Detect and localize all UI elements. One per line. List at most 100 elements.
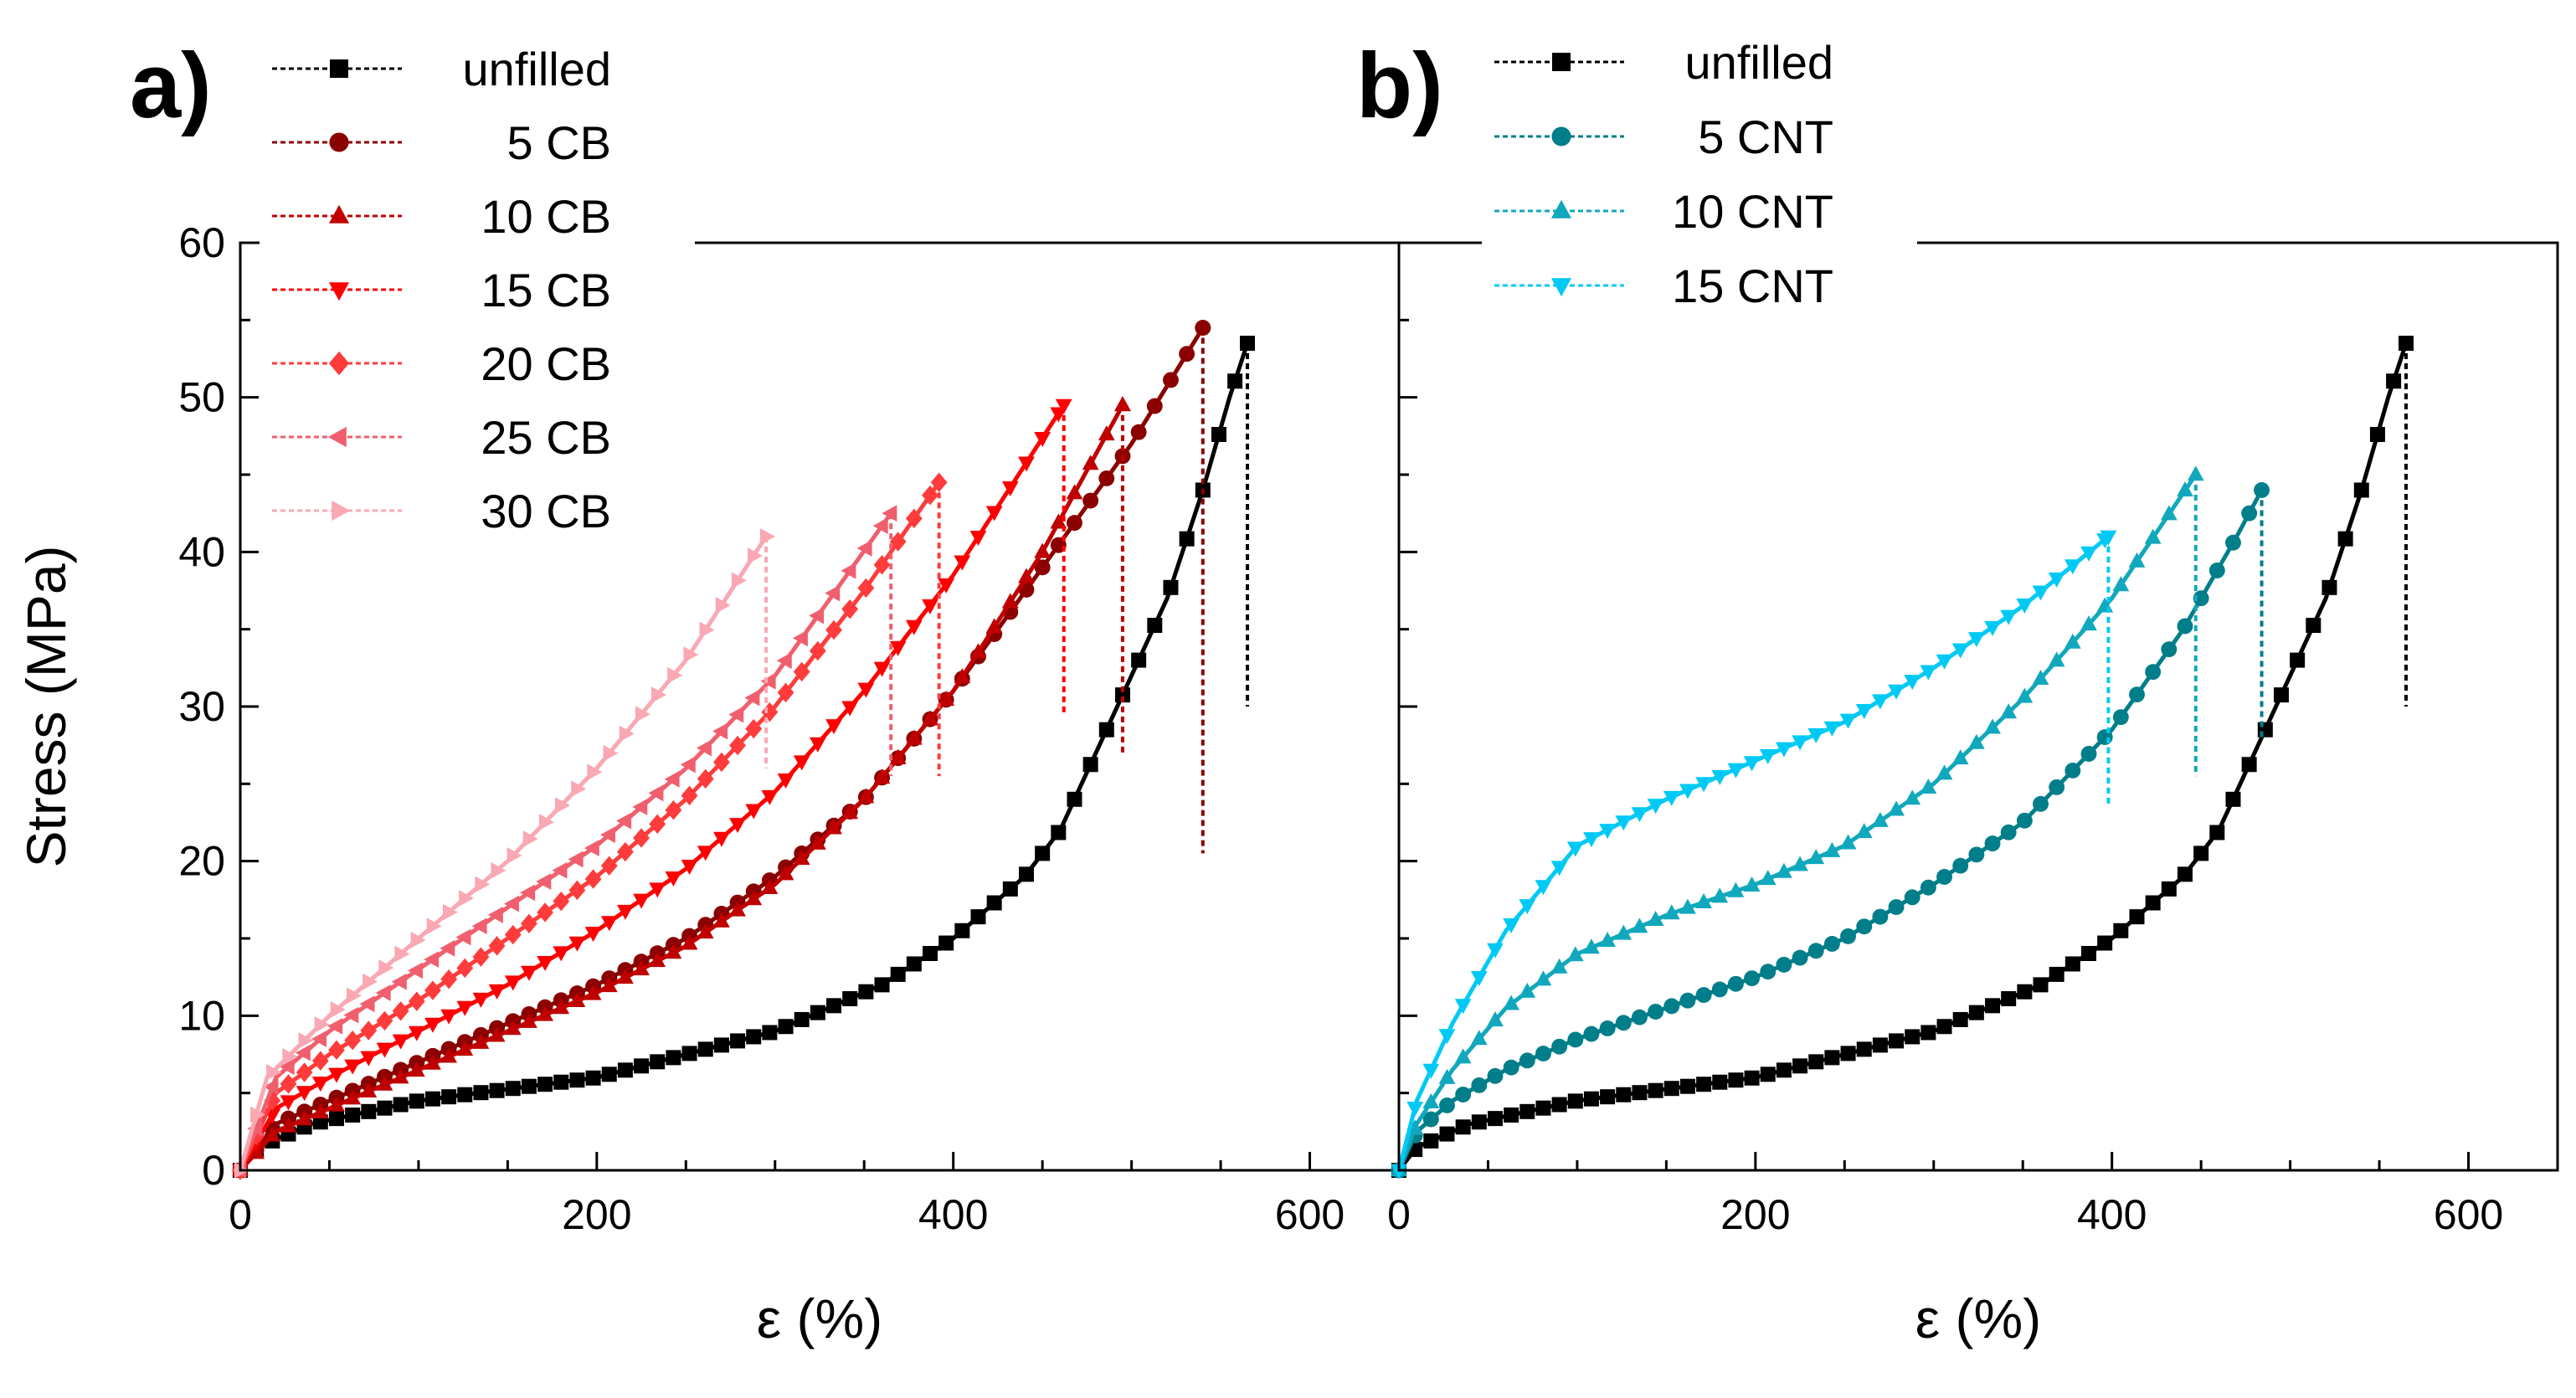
data-point — [1535, 970, 1552, 986]
data-point — [2097, 935, 2113, 951]
data-point — [922, 485, 938, 506]
data-point — [392, 1068, 409, 1084]
data-point — [1727, 881, 1745, 897]
data-point — [841, 599, 859, 619]
data-point — [504, 924, 522, 945]
data-point — [2081, 946, 2097, 962]
data-point — [2033, 977, 2049, 993]
data-point — [1002, 881, 1018, 897]
data-point — [922, 599, 938, 614]
legend-entry: 25 CB — [272, 411, 611, 464]
data-point — [1439, 1126, 1455, 1142]
data-point — [2145, 895, 2161, 911]
data-point — [744, 689, 760, 707]
data-point — [459, 890, 475, 907]
data-point — [2353, 482, 2369, 498]
data-point — [745, 718, 763, 739]
data-point — [857, 578, 875, 599]
data-point — [825, 719, 842, 735]
data-point — [1855, 704, 1873, 720]
legend-label: 20 CB — [481, 337, 611, 390]
data-point — [392, 1034, 409, 1050]
data-point — [1648, 1082, 1663, 1098]
data-point — [2016, 687, 2034, 703]
legend-entry: 5 CB — [272, 116, 611, 169]
data-point — [616, 812, 632, 830]
y-tick-label: 30 — [178, 683, 225, 730]
data-point — [2177, 866, 2193, 882]
data-point — [696, 739, 712, 757]
legend-label: unfilled — [1685, 36, 1833, 89]
data-point — [841, 804, 859, 820]
data-point — [1211, 426, 1226, 442]
data-point — [1535, 1046, 1551, 1062]
data-point — [729, 901, 746, 917]
data-point — [1855, 823, 1873, 839]
data-point — [2161, 641, 2178, 658]
data-point — [1519, 982, 1536, 998]
data-point — [2100, 530, 2117, 546]
data-point — [794, 1011, 810, 1027]
data-point — [328, 1096, 345, 1112]
data-point — [1663, 998, 1680, 1015]
data-point — [345, 1107, 361, 1123]
data-point — [617, 1062, 633, 1078]
data-point — [2209, 825, 2225, 840]
data-point — [424, 1054, 441, 1070]
data-point — [648, 784, 664, 802]
data-point — [825, 584, 841, 602]
data-point — [697, 923, 714, 939]
data-point — [777, 865, 794, 881]
data-point — [731, 572, 747, 589]
data-point — [1952, 1011, 1968, 1027]
data-point — [699, 621, 715, 639]
series-5-cnt — [1391, 482, 2270, 1179]
data-point — [2049, 966, 2064, 982]
data-point — [426, 917, 442, 935]
data-point — [938, 935, 954, 951]
data-point — [1631, 807, 1648, 823]
data-point — [2208, 563, 2225, 578]
data-point — [745, 890, 763, 906]
data-point — [2254, 482, 2270, 498]
data-point — [1599, 824, 1617, 840]
data-point — [2048, 572, 2065, 588]
y-tick-label: 0 — [202, 1147, 225, 1194]
data-point — [248, 1125, 265, 1146]
data-point — [441, 1089, 457, 1105]
data-point — [1519, 899, 1536, 915]
data-point — [930, 472, 948, 492]
data-point — [1807, 849, 1825, 865]
data-point — [810, 1005, 825, 1020]
data-point — [1051, 825, 1067, 840]
data-point — [521, 965, 537, 981]
legend-label: 15 CNT — [1672, 260, 1833, 312]
data-point — [2080, 546, 2097, 562]
data-point — [664, 770, 680, 788]
data-point — [1839, 834, 1857, 850]
data-point — [651, 686, 667, 703]
data-point — [2032, 585, 2049, 601]
data-point — [1566, 841, 1584, 857]
data-point — [1098, 470, 1115, 486]
data-point — [1240, 336, 1256, 352]
data-point — [1503, 995, 1520, 1010]
data-point — [856, 540, 872, 557]
data-point — [538, 814, 554, 831]
data-point — [634, 1058, 650, 1074]
data-point — [1647, 911, 1664, 927]
data-point — [2145, 664, 2162, 681]
data-point — [1920, 1025, 1936, 1041]
data-point — [282, 1047, 298, 1065]
data-point — [568, 991, 586, 1007]
x-tick-label: 200 — [1720, 1191, 1790, 1238]
data-point — [391, 973, 407, 990]
data-point — [1807, 728, 1825, 744]
data-point — [1679, 898, 1696, 914]
data-point — [1648, 1004, 1664, 1020]
data-point — [247, 1120, 263, 1138]
data-point — [360, 1020, 378, 1041]
data-point — [296, 1086, 313, 1102]
data-point — [2129, 909, 2145, 925]
data-point — [2144, 528, 2162, 544]
